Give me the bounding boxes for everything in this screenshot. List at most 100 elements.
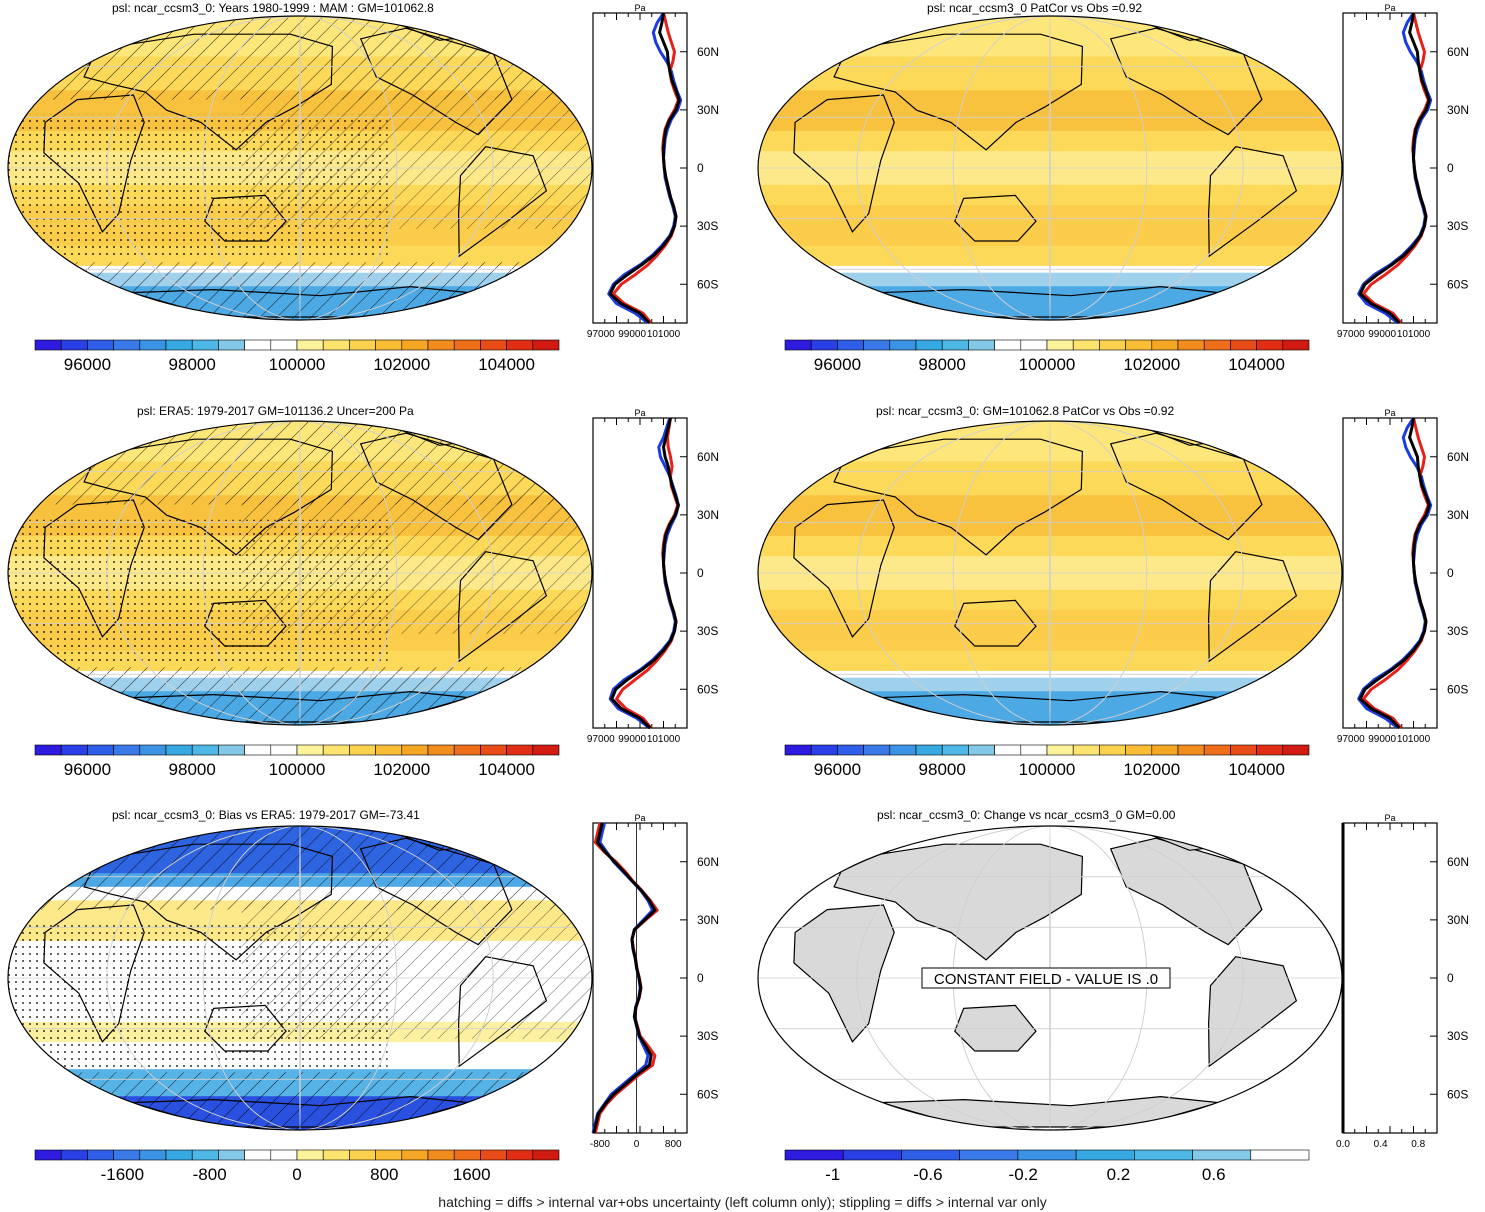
profile-lat-label: 30N <box>697 508 719 522</box>
map-panel-6: CONSTANT FIELD - VALUE IS .0 <box>757 825 1343 1131</box>
lat-band <box>758 637 1342 645</box>
map-panel-4 <box>757 420 1343 726</box>
profile-series-line <box>608 12 681 325</box>
lat-band <box>758 218 1342 227</box>
colorbar-swatch <box>1125 744 1153 756</box>
colorbar-swatch <box>218 1149 245 1161</box>
colorbar-swatch <box>810 744 838 756</box>
continent-australia <box>954 599 1037 647</box>
colorbar-swatch <box>1046 744 1074 756</box>
lat-band <box>758 913 1342 922</box>
colorbar-swatch <box>784 744 812 756</box>
colorbar-swatch <box>322 339 350 351</box>
lat-band <box>758 630 1342 638</box>
lat-band <box>758 684 1342 692</box>
lat-band <box>758 434 1342 442</box>
profile-lat-label: 30S <box>1447 1029 1468 1043</box>
panel-title-3: psl: ERA5: 1979-2017 GM=101136.2 Uncer=2… <box>137 404 414 418</box>
lat-band <box>758 1042 1342 1050</box>
continent-australia <box>954 194 1037 242</box>
colorbar-swatch <box>1072 339 1100 351</box>
hatching-north <box>8 826 592 910</box>
colorbar-swatch <box>453 1149 481 1161</box>
map-fill <box>8 421 592 725</box>
profile-lat-label: 60S <box>1447 1087 1468 1101</box>
colorbar-swatch <box>889 339 917 351</box>
colorbar-swatch <box>349 1149 376 1161</box>
colorbar-tick-label: 104000 <box>478 355 535 374</box>
lat-band <box>758 711 1342 719</box>
continent-south-america <box>1207 146 1298 258</box>
lat-band <box>758 934 1342 942</box>
colorbar-swatch <box>244 744 272 756</box>
profile-x-label: 97000 <box>587 734 615 745</box>
colorbar-tick-label: -0.6 <box>913 1165 942 1184</box>
colorbar-swatch <box>296 1149 324 1161</box>
lat-band <box>758 697 1342 706</box>
colorbar-tick-label: 100000 <box>269 355 326 374</box>
lat-band <box>758 232 1342 240</box>
lat-band <box>758 589 1342 598</box>
lat-band <box>758 650 1342 659</box>
lat-band <box>758 542 1342 550</box>
profile-lat-label: 60N <box>1447 45 1469 59</box>
lat-band <box>758 1008 1342 1016</box>
lat-band <box>758 1035 1342 1043</box>
lat-band <box>758 448 1342 456</box>
lat-band <box>758 90 1342 98</box>
profile-x-label: -800 <box>590 1139 610 1150</box>
colorbar-swatch <box>959 1149 1019 1161</box>
constant-field-label: CONSTANT FIELD - VALUE IS .0 <box>934 971 1158 988</box>
lat-band <box>758 117 1342 125</box>
colorbar-swatch <box>296 744 324 756</box>
colorbar-swatch <box>1250 1149 1310 1161</box>
colorbar-swatch <box>165 1149 193 1161</box>
profile-x-label: 0.0 <box>1336 1139 1350 1150</box>
colorbar-tick-label: 96000 <box>64 760 111 779</box>
hatching-south <box>8 262 592 320</box>
lat-band <box>758 83 1342 91</box>
lat-band <box>758 576 1342 584</box>
map-border <box>7 15 593 321</box>
colorbar-swatch <box>427 744 455 756</box>
lat-band <box>758 947 1342 955</box>
colorbar-swatch <box>270 339 298 351</box>
colorbar-swatch <box>994 744 1022 756</box>
lat-band <box>758 292 1342 301</box>
colorbar-swatch <box>296 339 324 351</box>
continent-asia-europe <box>833 438 1084 556</box>
gridline-lon <box>1049 421 1051 725</box>
gridline-lon <box>202 421 398 725</box>
colorbar-tick-label: 800 <box>370 1165 398 1184</box>
colorbar-tick-label: 102000 <box>1123 355 1180 374</box>
colorbar-swatch <box>1256 339 1284 351</box>
lat-band <box>758 961 1342 969</box>
lat-band <box>758 171 1342 179</box>
colorbar-tick-label: 0.6 <box>1202 1165 1226 1184</box>
lat-band <box>758 124 1342 132</box>
gridline-lon <box>202 826 398 1130</box>
colorbar-tick-label: 98000 <box>919 355 966 374</box>
colorbar-swatch <box>941 339 969 351</box>
colorbar-swatch <box>349 339 376 351</box>
lat-band <box>758 603 1342 611</box>
panel-title-5: psl: ncar_ccsm3_0: Bias vs ERA5: 1979-20… <box>112 808 420 822</box>
profile-lat-label: 60N <box>1447 855 1469 869</box>
lat-band <box>758 583 1342 591</box>
colorbar-tick-label: 98000 <box>919 760 966 779</box>
colorbar-swatch <box>139 339 167 351</box>
continent-australia <box>954 1004 1037 1052</box>
profile-lat-label: 0 <box>1447 971 1454 985</box>
lat-band <box>758 839 1342 847</box>
lat-band <box>758 306 1342 314</box>
continent-north-america <box>1109 432 1263 541</box>
gridline-lon <box>299 421 301 725</box>
profile-x-label: 97000 <box>587 329 615 340</box>
colorbar-swatch <box>87 339 114 351</box>
colorbar-swatch <box>532 339 560 351</box>
colorbar-tick-label: 0.2 <box>1107 1165 1131 1184</box>
map-border <box>7 825 593 1131</box>
lat-band <box>758 151 1342 159</box>
profile-panel-5: Pa 60N 30N 0 30S 60S -800 0 800 <box>590 813 719 1150</box>
lat-band <box>758 252 1342 260</box>
